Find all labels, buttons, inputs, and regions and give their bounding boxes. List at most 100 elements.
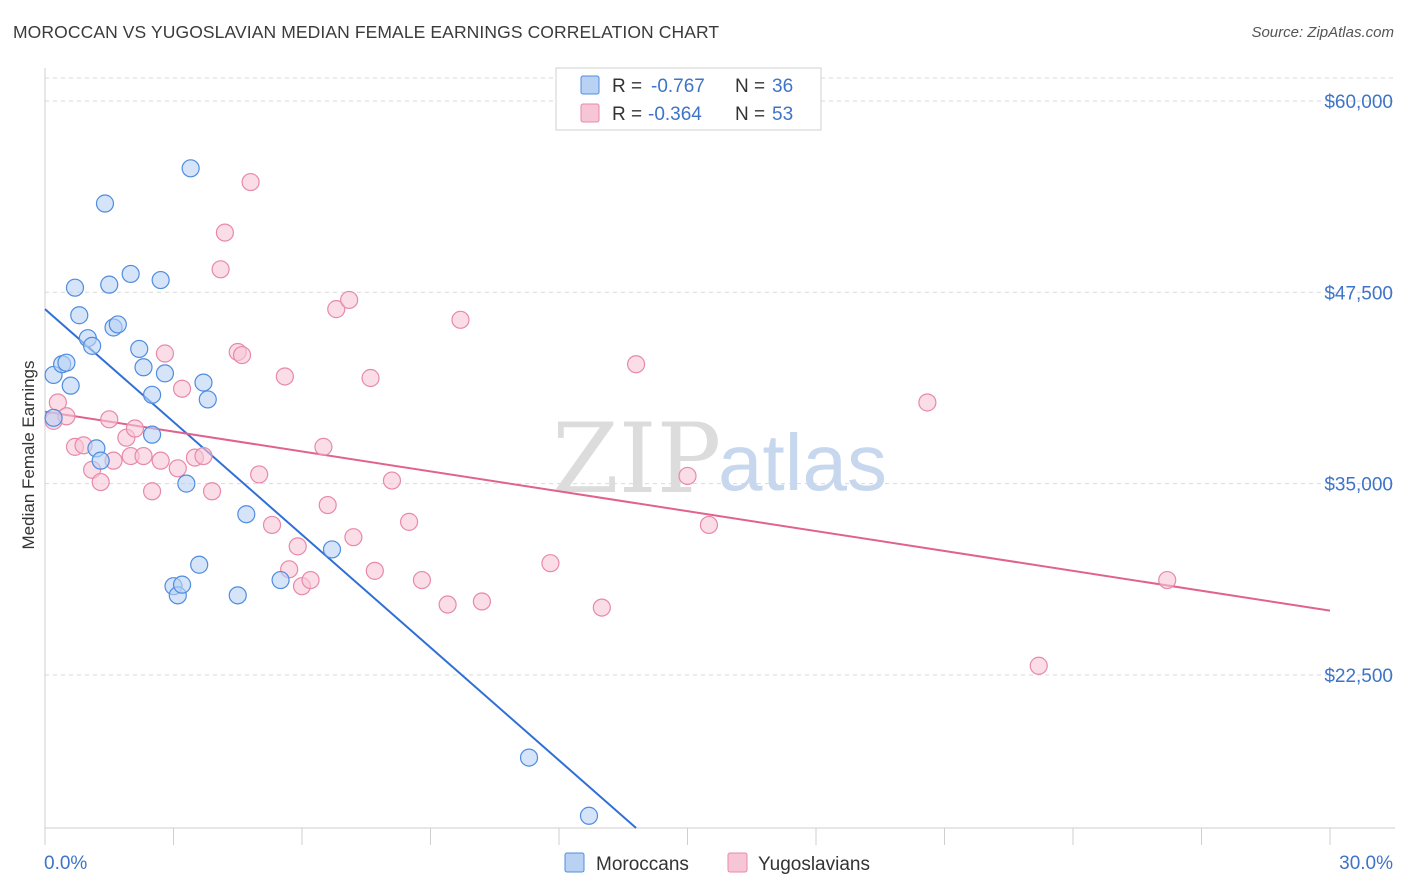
point-moroccans <box>134 358 153 377</box>
bottom-legend-yugoslavians: Yugoslavians <box>758 854 870 875</box>
point-yugoslavians <box>340 290 359 310</box>
point-moroccans <box>190 555 209 574</box>
legend-swatch-yugoslavians <box>580 103 600 123</box>
point-moroccans <box>91 451 110 470</box>
point-yugoslavians <box>288 537 307 556</box>
y-tick-labels: $22,500 $35,000 $47,500 $60,000 <box>1324 92 1393 687</box>
point-yugoslavians <box>172 379 192 398</box>
point-moroccans <box>108 315 127 334</box>
bottom-legend: Moroccans Yugoslavians <box>564 852 870 875</box>
y-tick-label: $60,000 <box>1324 92 1393 113</box>
point-yugoslavians <box>215 223 234 242</box>
source-label: Source: ZipAtlas.com <box>1251 24 1394 41</box>
point-moroccans <box>57 353 76 372</box>
point-yugoslavians <box>678 466 697 486</box>
bottom-legend-swatch-yugoslavians <box>727 852 748 873</box>
point-moroccans <box>95 194 115 213</box>
point-moroccans <box>322 540 342 559</box>
point-moroccans <box>65 278 85 297</box>
trend-line-yugoslavians <box>44 410 1331 612</box>
axes <box>44 68 1395 845</box>
point-yugoslavians <box>318 495 337 515</box>
point-yugoslavians <box>91 472 110 492</box>
y-tick-label: $35,000 <box>1324 475 1393 496</box>
point-yugoslavians <box>699 515 719 535</box>
chart-title: MOROCCAN VS YUGOSLAVIAN MEDIAN FEMALE EA… <box>13 22 720 42</box>
bottom-legend-swatch-moroccans <box>564 852 585 873</box>
point-yugoslavians <box>382 471 402 490</box>
point-moroccans <box>142 425 162 444</box>
point-yugoslavians <box>1158 570 1177 590</box>
point-moroccans <box>61 376 80 395</box>
legend-n-label-1: N = <box>735 76 765 97</box>
point-yugoslavians <box>1029 656 1048 675</box>
point-moroccans <box>271 570 290 590</box>
grid-lines <box>45 77 1395 676</box>
point-moroccans <box>155 364 175 383</box>
point-moroccans <box>177 474 196 493</box>
point-yugoslavians <box>344 528 363 547</box>
point-moroccans <box>83 336 102 355</box>
point-yugoslavians <box>250 465 269 484</box>
point-yugoslavians <box>365 561 384 580</box>
watermark-zip: ZIP <box>552 403 721 515</box>
point-yugoslavians <box>626 355 646 374</box>
point-moroccans <box>228 586 247 605</box>
y-axis-label: Median Female Earnings <box>19 361 38 550</box>
point-yugoslavians <box>134 446 153 466</box>
point-yugoslavians <box>155 344 175 363</box>
point-yugoslavians <box>194 446 213 466</box>
point-moroccans <box>579 806 599 825</box>
point-moroccans <box>172 575 192 594</box>
x-tick-label-min: 0.0% <box>44 853 87 874</box>
legend-n-value-2: 53 <box>772 104 793 125</box>
point-moroccans <box>237 505 256 524</box>
legend-r-label-1: R = <box>612 76 642 97</box>
legend-r-value-1: -0.767 <box>651 76 705 97</box>
point-yugoslavians <box>412 570 432 590</box>
point-yugoslavians <box>361 368 380 388</box>
point-yugoslavians <box>592 598 611 617</box>
point-yugoslavians <box>541 554 560 573</box>
y-tick-label: $47,500 <box>1324 283 1393 304</box>
trend-lines <box>44 308 1331 829</box>
point-yugoslavians <box>232 345 252 365</box>
x-tick-label-max: 30.0% <box>1339 853 1393 874</box>
point-yugoslavians <box>125 419 145 438</box>
bottom-legend-moroccans: Moroccans <box>596 854 689 875</box>
point-yugoslavians <box>211 260 230 279</box>
legend-n-label-2: N = <box>735 104 765 125</box>
point-moroccans <box>130 339 149 359</box>
legend-r-label-2: R = <box>612 104 642 125</box>
point-yugoslavians <box>168 459 187 478</box>
point-yugoslavians <box>327 300 346 319</box>
point-moroccans <box>151 270 170 290</box>
point-yugoslavians <box>472 592 491 611</box>
point-moroccans <box>181 159 200 178</box>
watermark-atlas: atlas <box>718 418 887 507</box>
point-moroccans <box>519 748 539 767</box>
point-yugoslavians <box>399 512 419 531</box>
watermark: ZIP atlas <box>552 403 887 515</box>
point-moroccans <box>121 264 140 284</box>
point-moroccans <box>100 275 119 294</box>
legend: R = -0.767 N = 36 R = -0.364 N = 53 <box>555 67 822 131</box>
point-moroccans <box>142 385 162 404</box>
point-yugoslavians <box>151 451 170 470</box>
y-tick-label: $22,500 <box>1324 666 1393 687</box>
point-yugoslavians <box>142 482 162 501</box>
legend-n-value-1: 36 <box>772 76 793 97</box>
point-moroccans <box>198 390 217 409</box>
point-yugoslavians <box>451 310 470 329</box>
point-yugoslavians <box>275 367 294 386</box>
point-yugoslavians <box>202 482 222 501</box>
point-yugoslavians <box>314 437 333 456</box>
legend-swatch-moroccans <box>580 75 600 95</box>
data-points <box>44 159 1177 825</box>
point-yugoslavians <box>918 393 937 412</box>
point-yugoslavians <box>438 595 457 614</box>
point-yugoslavians <box>241 172 260 192</box>
point-moroccans <box>70 306 89 325</box>
legend-r-value-2: -0.364 <box>648 104 702 125</box>
